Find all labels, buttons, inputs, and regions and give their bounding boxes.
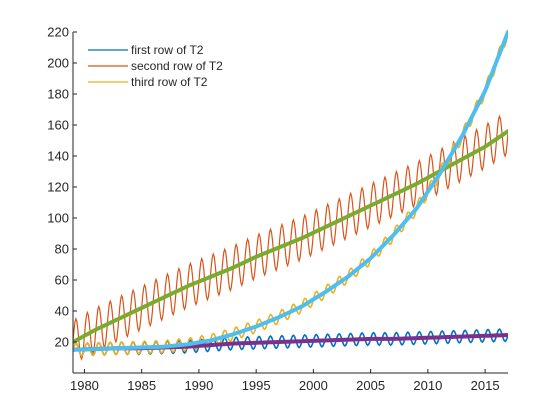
y-tick-label: 40 [55,304,69,319]
plot-area [73,30,508,361]
x-tick-label: 1985 [127,378,156,393]
y-tick-label: 200 [47,56,69,71]
y-tick-label: 120 [47,180,69,195]
legend-item-3: third row of T2 [88,75,208,89]
series-line-2 [73,114,508,361]
y-tick-label: 180 [47,87,69,102]
plot-series [73,30,508,361]
x-tick-label: 2005 [356,378,385,393]
x-tick-label: 1990 [184,378,213,393]
legend-label: third row of T2 [131,75,208,89]
x-tick-label: 2010 [413,378,442,393]
legend: first row of T2 second row of T2 third row… [88,43,223,89]
x-tick-label: 1980 [70,378,99,393]
y-tick-label: 220 [47,25,69,40]
trend-line-3 [73,30,508,352]
trend-line-1 [73,129,508,344]
legend-item-1: first row of T2 [88,43,204,57]
y-tick-label: 60 [55,273,69,288]
x-tick-label: 2015 [471,378,500,393]
y-tick-label: 140 [47,149,69,164]
y-tick-label: 160 [47,118,69,133]
x-tick-label: 1995 [242,378,271,393]
y-tick-label: 80 [55,242,69,257]
y-tick-label: 100 [47,211,69,226]
legend-label: first row of T2 [131,43,204,57]
legend-item-2: second row of T2 [88,59,223,73]
legend-label: second row of T2 [131,59,223,73]
x-tick-label: 2000 [299,378,328,393]
axes: 1980 1985 1990 1995 2000 2005 2010 2015 20 40 60 80… [47,25,508,393]
y-tick-label: 20 [55,335,69,350]
